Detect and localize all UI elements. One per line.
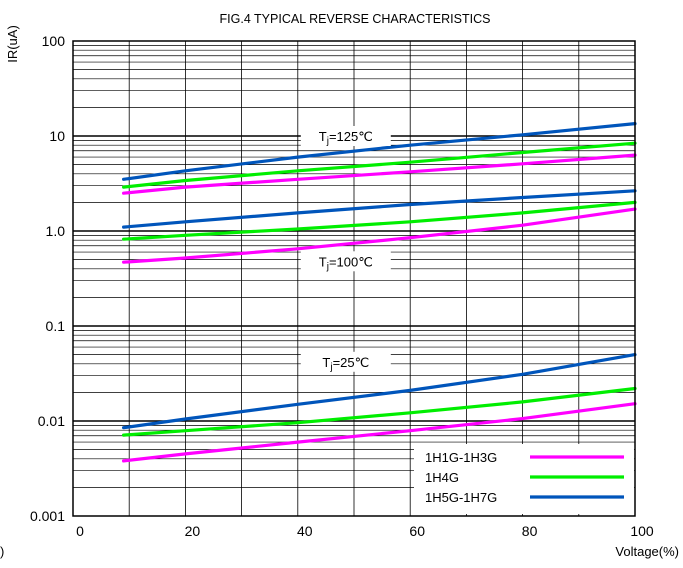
temperature-annotation: Tj=125℃: [319, 129, 373, 147]
temperature-annotation: Tj=25℃: [322, 355, 369, 373]
annotation-background: [300, 251, 391, 272]
legend-label: 1H4G: [425, 470, 459, 485]
annotation-background: [300, 126, 391, 146]
legend-label: 1H5G-1H7G: [425, 490, 497, 505]
series-line-1h1g-1h3g-100c: [121, 207, 637, 264]
series-line-1h4g-125c: [121, 141, 637, 189]
y-tick-label: 1.0: [46, 223, 66, 239]
y-tick-label: 0.001: [30, 508, 65, 524]
plot-frame: [72, 40, 636, 517]
series-line-1h5g-1h7g-125c: [121, 121, 637, 181]
series-line-1h5g-1h7g-25c: [121, 353, 637, 430]
series-lines: [121, 121, 637, 463]
y-tick-label: 0.1: [46, 318, 66, 334]
chart-title: FIG.4 TYPICAL REVERSE CHARACTERISTICS: [220, 12, 491, 26]
x-tick-label: 20: [185, 523, 201, 539]
annotation-background: [300, 351, 391, 372]
series-line-1h5g-1h7g-100c: [121, 189, 637, 229]
stray-paren-label: ): [0, 544, 4, 559]
series-line-1h1g-1h3g-125c: [121, 153, 637, 195]
x-tick-label: 100: [630, 523, 654, 539]
y-tick-label: 10: [49, 128, 65, 144]
temperature-annotation: Tj=100℃: [319, 254, 373, 272]
y-axis-label: IR(uA): [5, 25, 20, 63]
y-tick-label: 100: [42, 33, 66, 49]
series-line-1h4g-100c: [121, 200, 637, 241]
x-tick-label: 60: [409, 523, 425, 539]
y-tick-label: 0.01: [38, 413, 65, 429]
temperature-annotations: Tj=125℃ Tj=100℃ Tj=25℃: [300, 126, 391, 373]
x-tick-label: 40: [297, 523, 313, 539]
series-line-1h1g-1h3g-25c: [121, 402, 637, 463]
series-line-1h4g-25c: [121, 386, 637, 437]
legend: 1H1G-1H3G 1H4G 1H5G-1H7G: [414, 444, 634, 514]
tick-labels: 0 20 40 60 80 100 100 10 1.0 0.1 0.01 0.001: [30, 33, 654, 539]
x-axis-label: Voltage(%): [615, 544, 679, 559]
legend-label: 1H1G-1H3G: [425, 450, 497, 465]
x-tick-label: 0: [76, 523, 84, 539]
x-tick-label: 80: [522, 523, 538, 539]
